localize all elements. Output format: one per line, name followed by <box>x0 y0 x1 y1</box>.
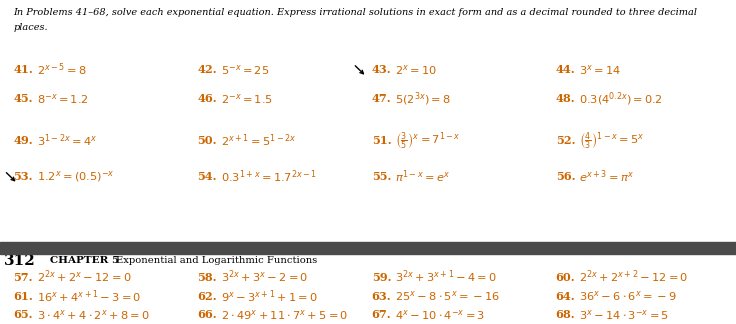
Text: $2^x = 10$: $2^x = 10$ <box>395 63 437 77</box>
Text: $9^x - 3^{x+1} + 1 = 0$: $9^x - 3^{x+1} + 1 = 0$ <box>221 288 318 305</box>
Text: 41.: 41. <box>13 64 33 75</box>
Text: $5(2^{3x}) = 8$: $5(2^{3x}) = 8$ <box>395 90 451 108</box>
Text: $0.3(4^{0.2x}) = 0.2$: $0.3(4^{0.2x}) = 0.2$ <box>579 90 663 108</box>
Text: 58.: 58. <box>197 272 216 283</box>
Text: $2^{x-5} = 8$: $2^{x-5} = 8$ <box>37 61 86 78</box>
Text: 52.: 52. <box>556 135 575 146</box>
Text: 45.: 45. <box>13 93 32 104</box>
Text: $e^{x+3} = \pi^x$: $e^{x+3} = \pi^x$ <box>579 168 634 185</box>
Text: 56.: 56. <box>556 171 575 182</box>
Text: 67.: 67. <box>372 309 392 320</box>
Text: $25^x - 8 \cdot 5^x = -16$: $25^x - 8 \cdot 5^x = -16$ <box>395 289 500 304</box>
Text: 55.: 55. <box>372 171 391 182</box>
Text: 51.: 51. <box>372 135 392 146</box>
Text: 60.: 60. <box>556 272 576 283</box>
Text: $3 \cdot 4^x + 4 \cdot 2^x + 8 = 0$: $3 \cdot 4^x + 4 \cdot 2^x + 8 = 0$ <box>37 308 149 322</box>
Text: $\left(\frac{3}{5}\right)^x = 7^{1-x}$: $\left(\frac{3}{5}\right)^x = 7^{1-x}$ <box>395 130 461 152</box>
Text: 62.: 62. <box>197 291 217 302</box>
Text: CHAPTER 5: CHAPTER 5 <box>50 256 119 265</box>
Text: $3^{2x} + 3^{x+1} - 4 = 0$: $3^{2x} + 3^{x+1} - 4 = 0$ <box>395 269 498 285</box>
Text: $4^x - 10 \cdot 4^{-x} = 3$: $4^x - 10 \cdot 4^{-x} = 3$ <box>395 308 485 322</box>
Bar <box>0 242 736 254</box>
Text: 63.: 63. <box>372 291 392 302</box>
Text: places.: places. <box>13 23 48 32</box>
Text: $8^{-x} = 1.2$: $8^{-x} = 1.2$ <box>37 92 88 106</box>
Text: $2^{2x} + 2^x - 12 = 0$: $2^{2x} + 2^x - 12 = 0$ <box>37 269 132 285</box>
Text: 57.: 57. <box>13 272 32 283</box>
Text: 42.: 42. <box>197 64 217 75</box>
Text: $0.3^{1+x} = 1.7^{2x-1}$: $0.3^{1+x} = 1.7^{2x-1}$ <box>221 168 317 185</box>
Text: 53.: 53. <box>13 171 32 182</box>
Text: $3^x - 14 \cdot 3^{-x} = 5$: $3^x - 14 \cdot 3^{-x} = 5$ <box>579 308 669 322</box>
Text: $3^{1-2x} = 4^x$: $3^{1-2x} = 4^x$ <box>37 133 97 149</box>
Text: 312: 312 <box>4 254 35 268</box>
Text: $2^{x+1} = 5^{1-2x}$: $2^{x+1} = 5^{1-2x}$ <box>221 133 296 149</box>
Text: 66.: 66. <box>197 309 217 320</box>
Text: 47.: 47. <box>372 93 392 104</box>
Text: $2^{2x} + 2^{x+2} - 12 = 0$: $2^{2x} + 2^{x+2} - 12 = 0$ <box>579 269 689 285</box>
Text: $5^{-x} = 25$: $5^{-x} = 25$ <box>221 63 269 77</box>
Text: $\pi^{1-x} = e^x$: $\pi^{1-x} = e^x$ <box>395 168 450 185</box>
Text: 61.: 61. <box>13 291 33 302</box>
Text: 54.: 54. <box>197 171 216 182</box>
Text: 49.: 49. <box>13 135 33 146</box>
Text: $3^{2x} + 3^x - 2 = 0$: $3^{2x} + 3^x - 2 = 0$ <box>221 269 308 285</box>
Text: 43.: 43. <box>372 64 392 75</box>
Text: $\left(\frac{4}{3}\right)^{1-x} = 5^x$: $\left(\frac{4}{3}\right)^{1-x} = 5^x$ <box>579 130 645 152</box>
Text: $2^{-x} = 1.5$: $2^{-x} = 1.5$ <box>221 92 273 106</box>
Text: 65.: 65. <box>13 309 32 320</box>
Text: In Problems 41–68, solve each exponential equation. Express irrational solutions: In Problems 41–68, solve each exponentia… <box>13 8 697 17</box>
Text: 68.: 68. <box>556 309 576 320</box>
Text: $36^x - 6 \cdot 6^x = -9$: $36^x - 6 \cdot 6^x = -9$ <box>579 289 677 304</box>
Text: $1.2^x = (0.5)^{-x}$: $1.2^x = (0.5)^{-x}$ <box>37 169 115 184</box>
Text: 48.: 48. <box>556 93 576 104</box>
Text: $2 \cdot 49^x + 11 \cdot 7^x + 5 = 0$: $2 \cdot 49^x + 11 \cdot 7^x + 5 = 0$ <box>221 308 348 322</box>
Text: 46.: 46. <box>197 93 217 104</box>
Text: Exponential and Logarithmic Functions: Exponential and Logarithmic Functions <box>116 256 317 265</box>
Text: 64.: 64. <box>556 291 576 302</box>
Text: $3^x = 14$: $3^x = 14$ <box>579 63 621 77</box>
Text: 44.: 44. <box>556 64 576 75</box>
Text: $16^x + 4^{x+1} - 3 = 0$: $16^x + 4^{x+1} - 3 = 0$ <box>37 288 141 305</box>
Text: 59.: 59. <box>372 272 391 283</box>
Text: 50.: 50. <box>197 135 216 146</box>
